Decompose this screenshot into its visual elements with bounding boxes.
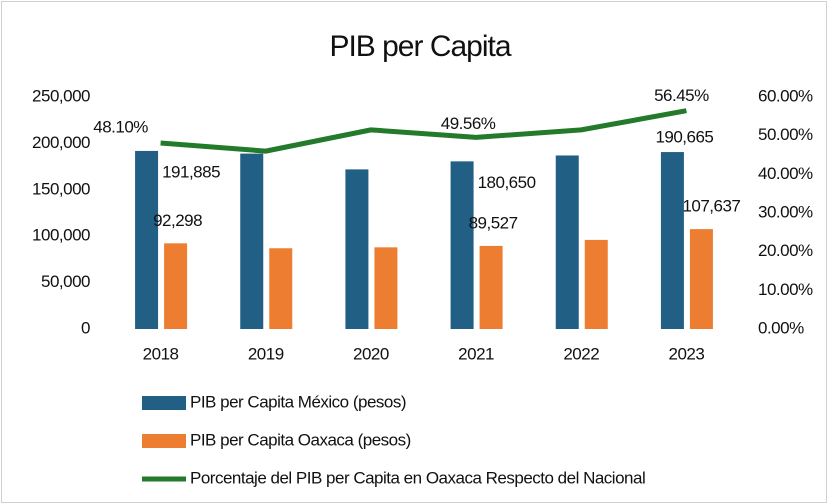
data-label: 92,298	[153, 211, 202, 230]
legend-swatch	[142, 434, 186, 448]
x-tick-label: 2021	[458, 344, 494, 363]
y-tick-label: 100,000	[32, 226, 90, 245]
data-label: 191,885	[162, 162, 220, 181]
bar	[479, 245, 503, 329]
y-tick-label: 200,000	[32, 133, 90, 152]
legend-label: PIB per Capita Oaxaca (pesos)	[190, 430, 411, 449]
y-tick-label: 50,000	[41, 272, 90, 291]
data-label: 107,637	[682, 197, 740, 216]
data-label: 89,527	[469, 213, 518, 232]
bar	[135, 150, 159, 329]
bar	[374, 247, 398, 329]
x-tick-label: 2023	[669, 344, 705, 363]
y2-tick-label: 20.00%	[758, 241, 813, 260]
y2-tick-label: 30.00%	[758, 202, 813, 221]
y2-tick-label: 50.00%	[758, 125, 813, 144]
y2-tick-label: 10.00%	[758, 280, 813, 299]
bar	[584, 239, 608, 329]
line	[160, 108, 687, 154]
legend-label: PIB per Capita México (pesos)	[190, 392, 406, 411]
y2-tick-label: 0.00%	[758, 318, 804, 337]
x-tick-label: 2022	[563, 344, 599, 363]
data-label: 48.10%	[93, 117, 148, 136]
y2-tick-label: 40.00%	[758, 164, 813, 183]
x-tick-label: 2019	[248, 344, 284, 363]
y-tick-label: 250,000	[32, 86, 90, 105]
data-label: 49.56%	[441, 114, 496, 133]
bar	[164, 243, 188, 329]
y2-tick-label: 60.00%	[758, 86, 813, 105]
bar	[269, 248, 293, 329]
y-tick-label: 0	[81, 318, 90, 337]
x-tick-label: 2018	[143, 344, 179, 363]
bar	[660, 152, 684, 329]
bar	[345, 169, 369, 329]
chart-title: PIB per Capita	[329, 30, 511, 63]
x-tick-label: 2020	[353, 344, 389, 363]
legend-label: Porcentaje del PIB per Capita en Oaxaca …	[190, 468, 645, 487]
bar	[689, 229, 713, 329]
y-tick-label: 150,000	[32, 179, 90, 198]
data-label: 190,665	[655, 128, 713, 147]
data-label: 56.45%	[654, 86, 709, 105]
bar	[240, 153, 264, 329]
data-label: 180,650	[478, 173, 536, 192]
bar	[555, 155, 579, 329]
bar	[450, 161, 474, 329]
legend-swatch	[142, 396, 186, 410]
